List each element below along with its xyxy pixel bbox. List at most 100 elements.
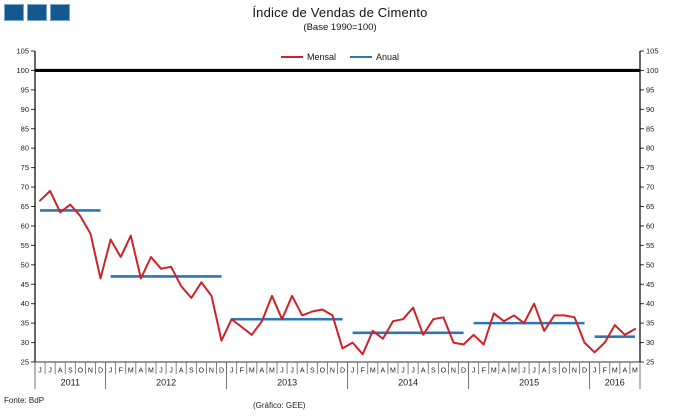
legend-item-mensal: Mensal bbox=[280, 52, 336, 62]
month-label: D bbox=[582, 368, 587, 375]
anual-line-swatch-icon bbox=[349, 55, 372, 59]
month-label: A bbox=[381, 368, 386, 375]
month-label: A bbox=[542, 368, 547, 375]
month-label: J bbox=[109, 368, 113, 375]
month-label: J bbox=[411, 368, 415, 375]
year-label: 2015 bbox=[519, 378, 539, 388]
month-label: N bbox=[209, 368, 214, 375]
year-label: 2016 bbox=[605, 378, 625, 388]
month-label: J bbox=[290, 368, 294, 375]
month-label: A bbox=[139, 368, 144, 375]
month-label: F bbox=[240, 368, 244, 375]
y-tick-label-right: 75 bbox=[646, 163, 654, 172]
y-tick-label-right: 55 bbox=[646, 241, 654, 250]
legend-item-anual: Anual bbox=[349, 52, 400, 62]
legend-label-mensal: Mensal bbox=[306, 52, 336, 62]
y-tick-label-left: 25 bbox=[21, 358, 29, 367]
y-tick-label-right: 35 bbox=[646, 319, 654, 328]
month-label: J bbox=[159, 368, 163, 375]
chart-subtitle: (Base 1990=100) bbox=[303, 22, 377, 33]
month-label: N bbox=[451, 368, 456, 375]
y-tick-label-left: 85 bbox=[21, 124, 29, 133]
y-tick-label-left: 60 bbox=[21, 221, 29, 230]
month-label: N bbox=[572, 368, 577, 375]
month-label: D bbox=[98, 368, 103, 375]
month-label: M bbox=[269, 368, 275, 375]
y-tick-label-left: 90 bbox=[21, 105, 29, 114]
month-label: M bbox=[511, 368, 517, 375]
month-label: S bbox=[68, 368, 73, 375]
month-label: S bbox=[431, 368, 436, 375]
month-label: F bbox=[603, 368, 607, 375]
month-label: S bbox=[189, 368, 194, 375]
month-label: O bbox=[562, 368, 568, 375]
month-label: J bbox=[522, 368, 526, 375]
month-label: J bbox=[230, 368, 234, 375]
y-tick-label-left: 30 bbox=[21, 338, 29, 347]
y-tick-label-right: 95 bbox=[646, 85, 654, 94]
y-tick-label-left: 80 bbox=[21, 144, 29, 153]
month-label: O bbox=[78, 368, 84, 375]
month-label: A bbox=[502, 368, 507, 375]
y-tick-label-left: 70 bbox=[21, 183, 29, 192]
logo-square-icon bbox=[50, 4, 70, 21]
month-label: J bbox=[38, 368, 42, 375]
month-label: A bbox=[421, 368, 426, 375]
month-label: S bbox=[310, 368, 315, 375]
credit-note: (Gráfico: GEE) bbox=[253, 401, 306, 410]
month-label: M bbox=[370, 368, 376, 375]
month-label: J bbox=[351, 368, 355, 375]
month-label: D bbox=[219, 368, 224, 375]
month-label: M bbox=[491, 368, 497, 375]
y-tick-label-left: 105 bbox=[16, 47, 29, 56]
y-tick-label-right: 100 bbox=[646, 66, 659, 75]
mensal-line bbox=[39, 189, 636, 356]
source-note: Fonte: BdP bbox=[4, 396, 45, 405]
logo-square-icon bbox=[4, 4, 24, 21]
year-label: 2014 bbox=[398, 378, 418, 388]
logo bbox=[4, 4, 70, 21]
y-tick-label-right: 70 bbox=[646, 183, 654, 192]
y-tick-label-right: 25 bbox=[646, 358, 654, 367]
month-label: M bbox=[390, 368, 396, 375]
month-label: M bbox=[148, 368, 154, 375]
month-label: J bbox=[280, 368, 284, 375]
month-label: J bbox=[48, 368, 52, 375]
y-tick-label-left: 40 bbox=[21, 299, 29, 308]
year-label: 2013 bbox=[277, 378, 297, 388]
logo-square-icon bbox=[27, 4, 47, 21]
y-tick-label-right: 45 bbox=[646, 280, 654, 289]
month-label: J bbox=[532, 368, 536, 375]
month-label: J bbox=[593, 368, 597, 375]
y-tick-label-right: 80 bbox=[646, 144, 654, 153]
month-label: M bbox=[249, 368, 255, 375]
month-label: A bbox=[179, 368, 184, 375]
month-label: D bbox=[340, 368, 345, 375]
month-label: J bbox=[401, 368, 405, 375]
legend: Mensal Anual bbox=[0, 50, 680, 64]
month-label: M bbox=[632, 368, 638, 375]
month-label: D bbox=[461, 368, 466, 375]
y-tick-label-right: 50 bbox=[646, 260, 654, 269]
month-label: A bbox=[58, 368, 63, 375]
month-label: M bbox=[612, 368, 618, 375]
month-label: O bbox=[320, 368, 326, 375]
chart-title: Índice de Vendas de Cimento bbox=[252, 5, 428, 20]
year-label: 2012 bbox=[156, 378, 176, 388]
month-label: S bbox=[552, 368, 557, 375]
y-tick-label-right: 85 bbox=[646, 124, 654, 133]
month-label: N bbox=[330, 368, 335, 375]
month-label: A bbox=[623, 368, 628, 375]
month-label: J bbox=[472, 368, 476, 375]
y-tick-label-right: 30 bbox=[646, 338, 654, 347]
legend-label-anual: Anual bbox=[375, 52, 400, 62]
y-tick-label-left: 65 bbox=[21, 202, 29, 211]
y-tick-label-left: 95 bbox=[21, 85, 29, 94]
month-label: O bbox=[441, 368, 447, 375]
month-label: F bbox=[119, 368, 123, 375]
month-label: A bbox=[260, 368, 265, 375]
month-label: N bbox=[88, 368, 93, 375]
y-tick-label-right: 60 bbox=[646, 221, 654, 230]
